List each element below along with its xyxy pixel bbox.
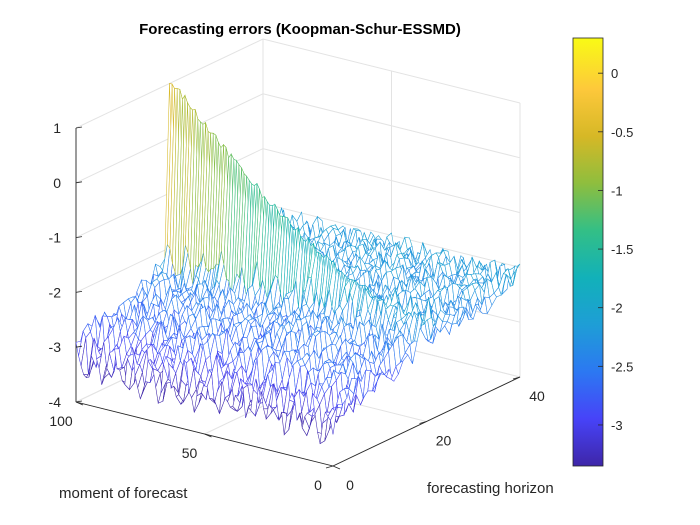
z-axis-ticks: -4 -3 -2 -1 0 1 (49, 120, 83, 410)
x-tick-mark (325, 465, 334, 469)
y-tick-mark (204, 433, 212, 438)
z-tick-mark (75, 291, 83, 293)
y-tick-label: 100 (49, 413, 73, 429)
z-tick-label: -2 (49, 284, 62, 300)
x-tick-mark (419, 421, 427, 424)
colorbar-tick-label: -0.5 (611, 125, 633, 140)
chart-title: Forecasting errors (Koopman-Schur-ESSMD) (139, 21, 461, 38)
x-tick-label: 20 (436, 433, 452, 449)
z-tick-label: 0 (53, 175, 61, 191)
x-axis-ticks: 0 20 40 (325, 376, 545, 493)
z-tick-label: -3 (49, 339, 62, 355)
z-tick-label: -1 (49, 230, 62, 246)
colorbar-tick-label: -1 (611, 183, 623, 198)
x-tick-label: 40 (529, 388, 545, 404)
y-axis-label: moment of forecast (59, 485, 188, 502)
z-tick-label: -4 (49, 394, 62, 410)
z-tick-mark (75, 236, 83, 238)
surface-plot (75, 83, 521, 445)
x-tick-label: 0 (346, 477, 354, 493)
y-tick-label: 0 (314, 477, 322, 493)
y-axis-ticks: 0 50 100 (49, 401, 341, 493)
y-tick-mark (75, 401, 84, 406)
z-tick-mark (75, 400, 83, 403)
x-axis-label: forecasting horizon (427, 480, 554, 497)
y-tick-label: 50 (182, 445, 198, 461)
colorbar-ticks: 0 -0.5 -1 -1.5 -2 -2.5 -3 (598, 66, 633, 433)
colorbar-tick-label: -1.5 (611, 242, 633, 257)
surface-cell (512, 263, 521, 286)
z-tick-mark (75, 345, 83, 348)
colorbar-tick-label: 0 (611, 66, 618, 81)
colorbar-tick-label: -2 (611, 301, 623, 316)
z-tick-mark (75, 181, 83, 184)
y-tick-mark (332, 465, 341, 470)
z-tick-label: 1 (53, 120, 61, 136)
colorbar (572, 37, 604, 467)
colorbar-tick-label: -3 (611, 418, 623, 433)
x-tick-mark (512, 376, 521, 380)
colorbar-tick-label: -2.5 (611, 359, 633, 374)
z-tick-mark (75, 126, 83, 129)
